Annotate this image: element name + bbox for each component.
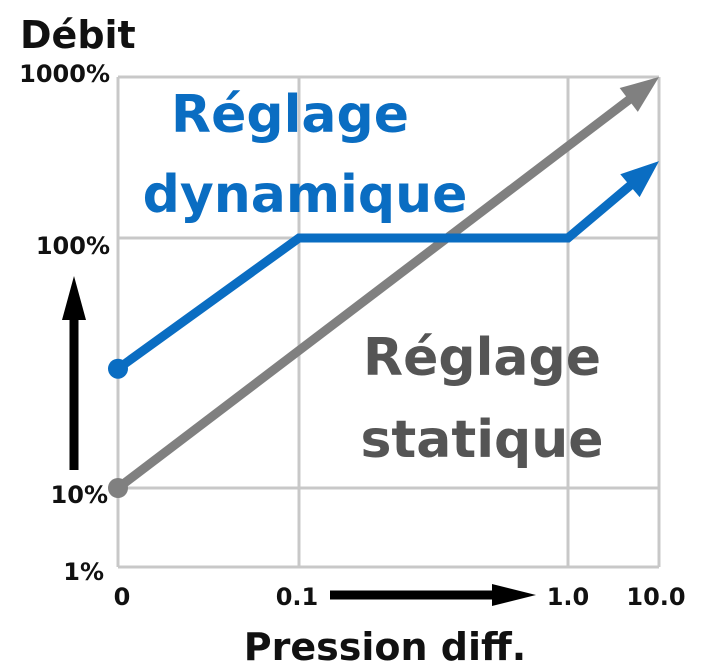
- dynamic-series-arrowhead: [620, 161, 659, 198]
- xtick-label: 1.0: [547, 583, 590, 611]
- series-label-static-line2: statique: [360, 410, 603, 470]
- series-label-dynamic-line1: Réglage: [171, 85, 409, 145]
- grid: [116, 75, 661, 569]
- ytick-label: 1000%: [19, 60, 110, 88]
- ytick-label: 1%: [63, 558, 104, 586]
- x-direction-arrow: [330, 584, 536, 606]
- series-static: [108, 77, 659, 498]
- xtick-label: 0.1: [276, 583, 319, 611]
- ytick-label: 10%: [51, 481, 108, 509]
- static-series-arrowhead: [619, 77, 659, 112]
- dynamic-series-line: [115, 178, 638, 373]
- series-label-static-line1: Réglage: [363, 328, 601, 388]
- static-series-start-point: [108, 478, 128, 498]
- dynamic-series-start-point: [108, 358, 128, 379]
- static-series-line: [115, 92, 637, 492]
- series-label-dynamic-line2: dynamique: [143, 165, 468, 225]
- xtick-label: 10.0: [626, 583, 685, 611]
- y-axis-title: Débit: [20, 13, 136, 57]
- series-dynamic: [108, 161, 659, 379]
- xtick-label: 0: [114, 583, 131, 611]
- x-axis-title: Pression diff.: [244, 625, 526, 669]
- ytick-label: 100%: [36, 232, 110, 260]
- y-direction-arrow: [62, 276, 86, 470]
